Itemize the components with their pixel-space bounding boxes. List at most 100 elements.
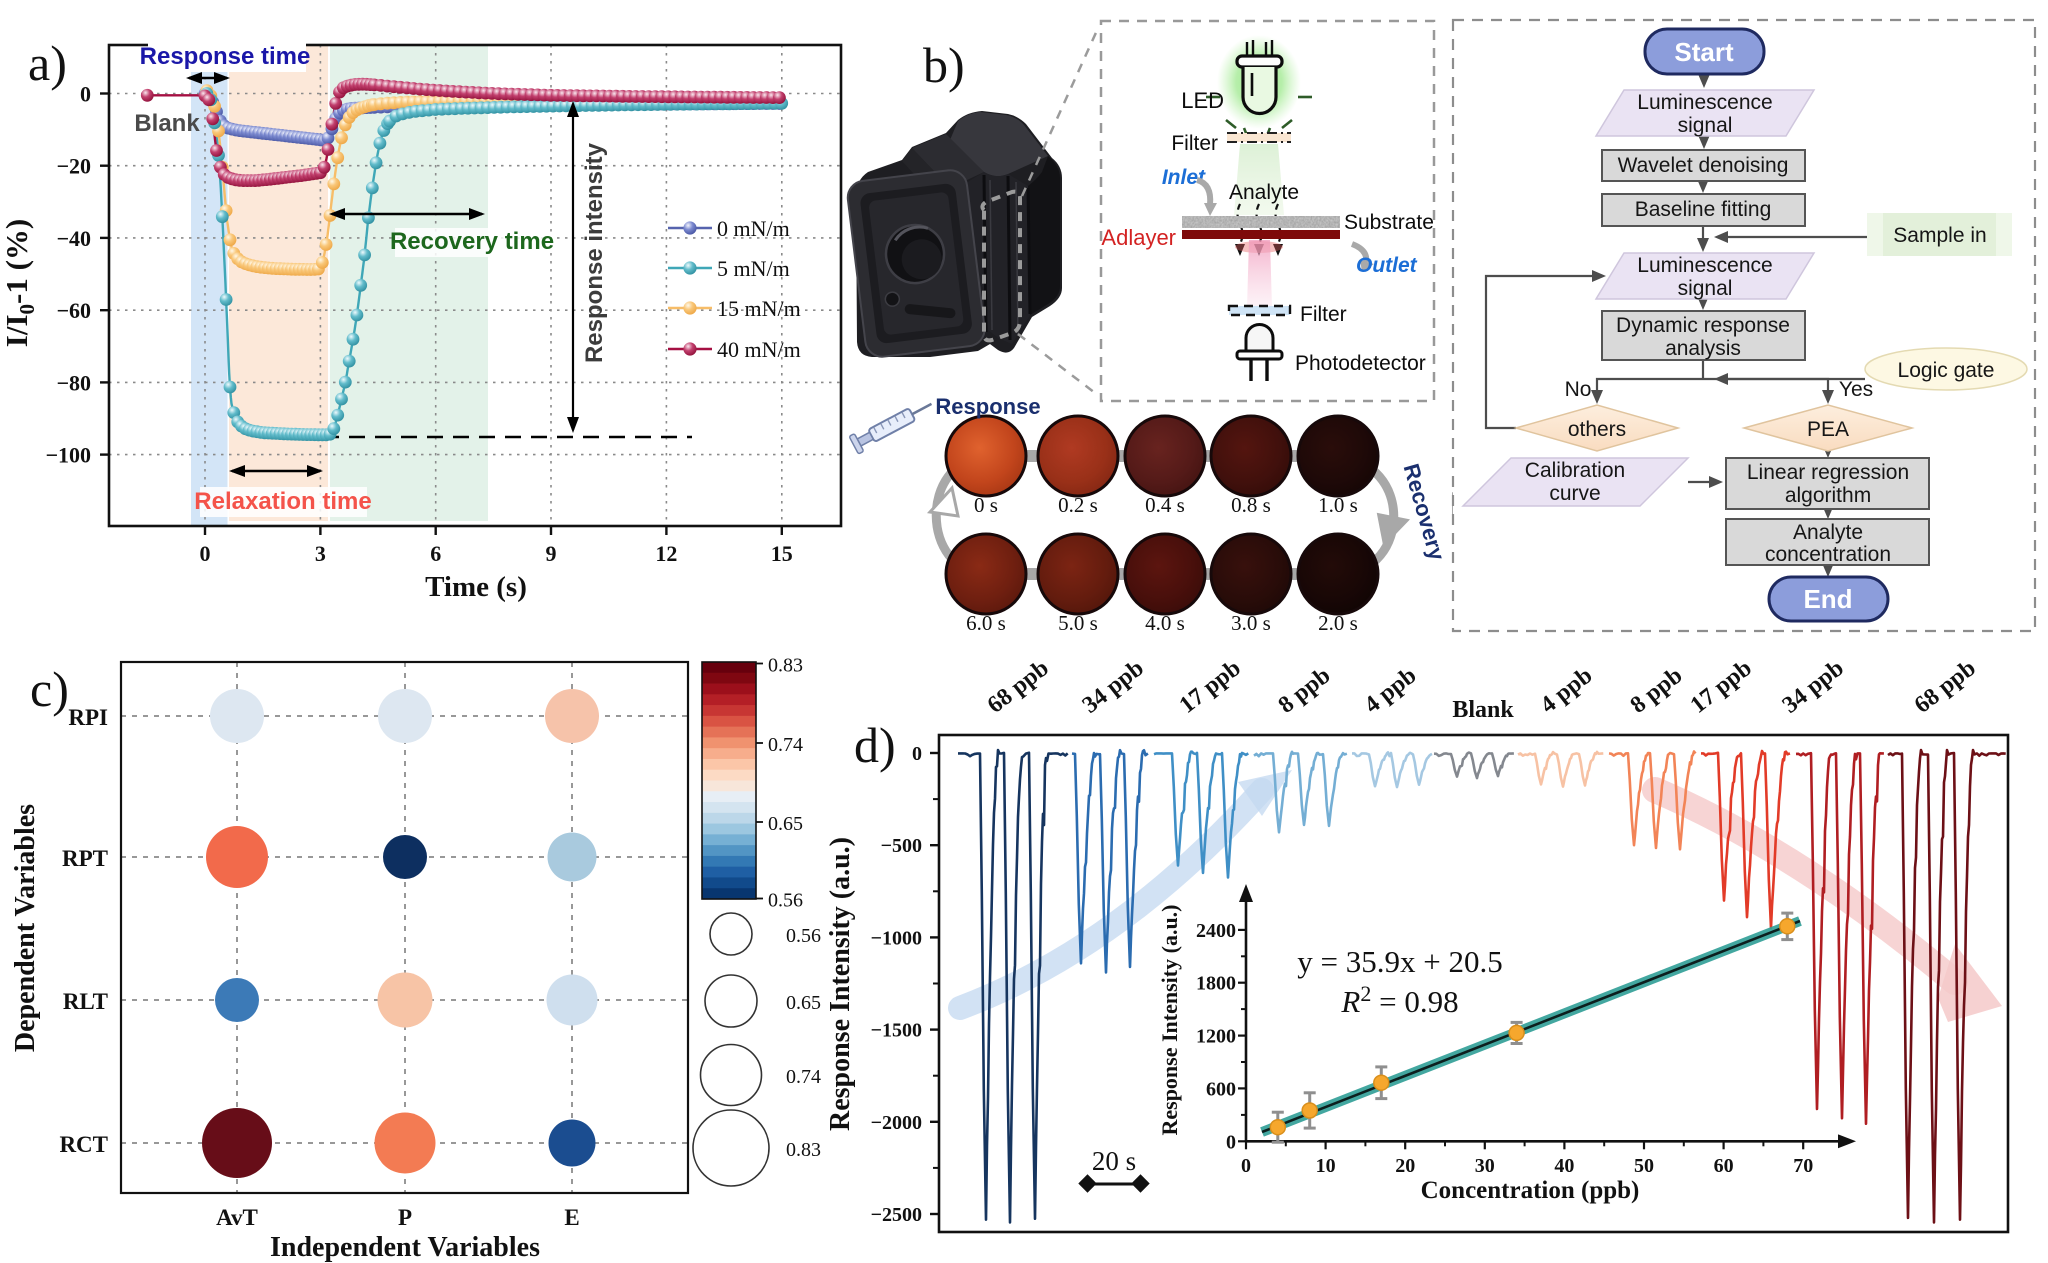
svg-text:15: 15 (771, 541, 793, 566)
svg-text:4.0 s: 4.0 s (1145, 611, 1185, 635)
svg-text:3.0 s: 3.0 s (1231, 611, 1271, 635)
svg-text:1200: 1200 (1196, 1026, 1236, 1048)
svg-text:Analyte: Analyte (1793, 521, 1863, 544)
svg-text:Response Intensity (a.u.): Response Intensity (a.u.) (825, 837, 856, 1131)
svg-text:−80: −80 (56, 370, 91, 395)
svg-text:Independent Variables: Independent Variables (270, 1232, 540, 1263)
svg-text:−500: −500 (881, 835, 922, 857)
svg-text:Blank: Blank (134, 110, 200, 137)
svg-text:0.4 s: 0.4 s (1145, 493, 1185, 517)
svg-text:15 mN/m: 15 mN/m (717, 296, 801, 321)
svg-text:1.0 s: 1.0 s (1318, 493, 1358, 517)
svg-text:−2500: −2500 (871, 1204, 922, 1226)
svg-text:70: 70 (1793, 1155, 1813, 1177)
svg-text:others: others (1568, 418, 1626, 441)
svg-text:PEA: PEA (1807, 418, 1849, 441)
svg-text:Dependent Variables: Dependent Variables (10, 804, 41, 1052)
svg-text:5.0 s: 5.0 s (1058, 611, 1098, 635)
svg-text:Concentration (ppb): Concentration (ppb) (1421, 1177, 1640, 1204)
svg-text:P: P (398, 1205, 412, 1230)
svg-text:Relaxation time: Relaxation time (194, 488, 371, 515)
svg-text:60: 60 (1714, 1155, 1734, 1177)
svg-text:Response time: Response time (140, 43, 311, 70)
svg-text:50: 50 (1634, 1155, 1654, 1177)
svg-text:Linear regression: Linear regression (1747, 461, 1909, 484)
svg-text:RPI: RPI (68, 705, 108, 730)
svg-text:Sample in: Sample in (1893, 224, 1986, 247)
svg-text:Analyte: Analyte (1229, 181, 1299, 204)
svg-text:6.0 s: 6.0 s (966, 611, 1006, 635)
svg-text:−60: −60 (56, 298, 91, 323)
svg-text:Luminescence: Luminescence (1637, 91, 1772, 114)
svg-text:Outlet: Outlet (1356, 254, 1418, 277)
svg-text:Response: Response (935, 394, 1040, 419)
svg-text:Logic gate: Logic gate (1898, 359, 1995, 382)
svg-text:signal: signal (1678, 114, 1733, 137)
svg-text:3: 3 (315, 541, 326, 566)
svg-text:−100: −100 (45, 443, 91, 468)
svg-text:0.56: 0.56 (768, 890, 803, 912)
svg-text:5 mN/m: 5 mN/m (717, 256, 790, 281)
svg-text:RLT: RLT (63, 989, 108, 1014)
svg-text:0.56: 0.56 (786, 925, 821, 947)
svg-text:End: End (1803, 584, 1852, 614)
svg-text:2.0 s: 2.0 s (1318, 611, 1358, 635)
svg-text:No: No (1565, 378, 1592, 401)
svg-text:0: 0 (80, 82, 91, 107)
svg-text:0: 0 (912, 743, 922, 765)
svg-text:20 s: 20 s (1092, 1146, 1136, 1176)
svg-text:0.8 s: 0.8 s (1231, 493, 1271, 517)
svg-text:Luminescence: Luminescence (1637, 254, 1772, 277)
svg-text:−40: −40 (56, 226, 91, 251)
svg-text:Wavelet denoising: Wavelet denoising (1618, 154, 1789, 177)
svg-text:a): a) (28, 35, 67, 91)
svg-text:Dynamic response: Dynamic response (1616, 314, 1790, 337)
svg-text:−1500: −1500 (871, 1020, 922, 1042)
svg-text:0 s: 0 s (974, 493, 998, 517)
svg-text:40: 40 (1554, 1155, 1574, 1177)
svg-text:0.74: 0.74 (768, 734, 803, 756)
svg-text:0.65: 0.65 (768, 813, 803, 835)
svg-text:0.65: 0.65 (786, 992, 821, 1014)
svg-text:1800: 1800 (1196, 973, 1236, 995)
svg-text:10: 10 (1316, 1155, 1336, 1177)
svg-text:R2 = 0.98: R2 = 0.98 (1340, 981, 1458, 1019)
svg-text:0.83: 0.83 (768, 655, 803, 677)
svg-text:Blank: Blank (1452, 697, 1514, 723)
svg-text:Time (s): Time (s) (425, 571, 527, 603)
svg-text:−1000: −1000 (871, 927, 922, 949)
svg-text:c): c) (30, 661, 69, 717)
svg-text:12: 12 (655, 541, 677, 566)
svg-text:y = 35.9x + 20.5: y = 35.9x + 20.5 (1297, 944, 1502, 979)
svg-text:Yes: Yes (1839, 378, 1873, 401)
svg-text:0: 0 (200, 541, 211, 566)
svg-text:Substrate: Substrate (1344, 211, 1434, 234)
svg-text:2400: 2400 (1196, 920, 1236, 942)
svg-text:algorithm: algorithm (1785, 484, 1871, 507)
svg-text:20: 20 (1395, 1155, 1415, 1177)
svg-text:0 mN/m: 0 mN/m (717, 216, 790, 241)
svg-text:analysis: analysis (1665, 337, 1741, 360)
svg-text:Calibration: Calibration (1525, 459, 1625, 482)
svg-text:0.83: 0.83 (786, 1139, 821, 1161)
svg-text:600: 600 (1206, 1078, 1236, 1100)
svg-text:40 mN/m: 40 mN/m (717, 337, 801, 362)
svg-text:d): d) (854, 717, 896, 773)
svg-text:signal: signal (1678, 277, 1733, 300)
svg-text:Response intensity: Response intensity (581, 142, 608, 363)
svg-text:E: E (564, 1205, 579, 1230)
svg-text:0: 0 (1241, 1155, 1251, 1177)
svg-text:I/I0-1 (%): I/I0-1 (%) (0, 219, 39, 347)
svg-text:LED: LED (1181, 88, 1224, 113)
svg-text:Start: Start (1674, 37, 1734, 67)
svg-text:Recovery time: Recovery time (390, 228, 554, 255)
svg-text:0.74: 0.74 (786, 1066, 821, 1088)
svg-text:Filter: Filter (1171, 132, 1218, 155)
svg-text:AvT: AvT (216, 1205, 258, 1230)
svg-text:b): b) (923, 37, 965, 93)
svg-text:Filter: Filter (1300, 303, 1347, 326)
svg-text:concentration: concentration (1765, 543, 1891, 566)
svg-text:Adlayer: Adlayer (1101, 225, 1176, 250)
svg-text:Photodetector: Photodetector (1295, 352, 1426, 375)
svg-text:0: 0 (1226, 1131, 1236, 1153)
